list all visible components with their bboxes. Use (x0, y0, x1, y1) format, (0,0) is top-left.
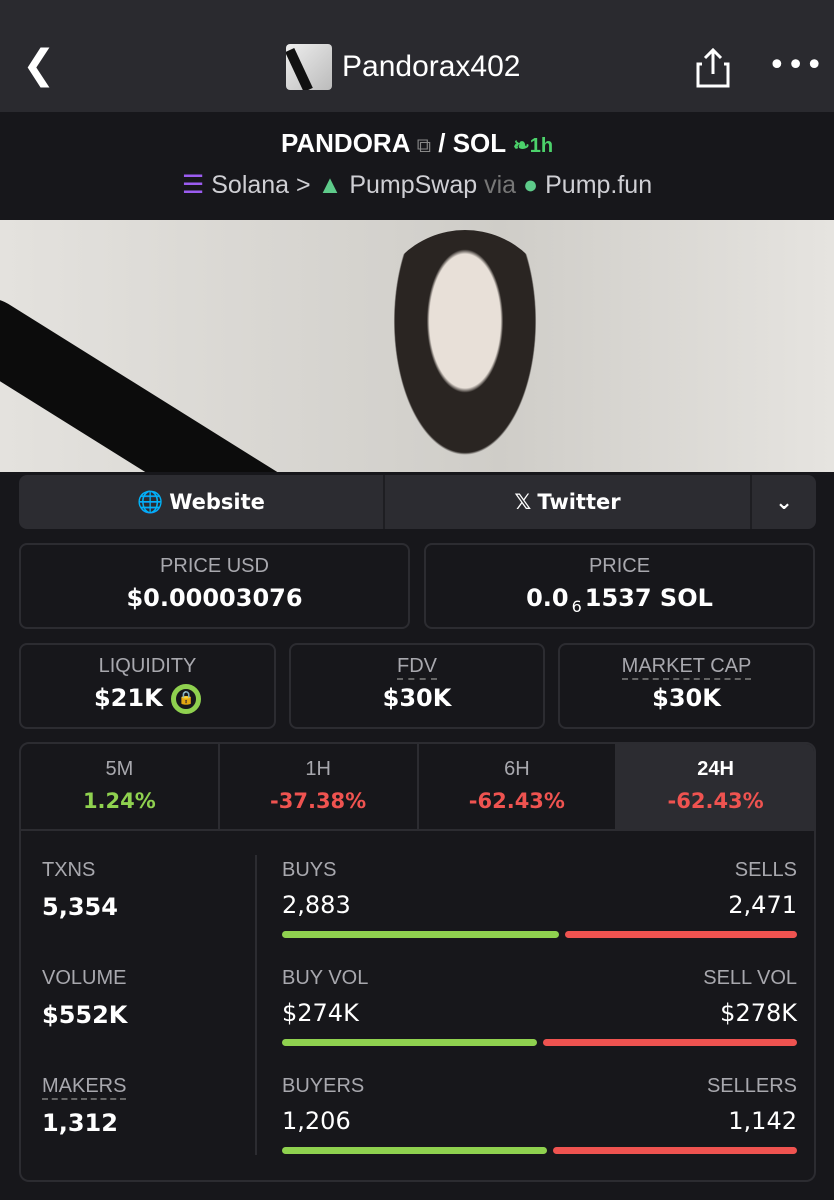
token-avatar (286, 44, 332, 90)
share-icon[interactable] (696, 48, 730, 88)
twitter-label: Twitter (537, 490, 621, 514)
price-sol-value: 0.0 6 1537 SOL (426, 584, 813, 616)
via-label: via (484, 171, 517, 199)
tab-change: -62.43% (468, 789, 565, 813)
liquidity-label: LIQUIDITY (98, 655, 197, 677)
dex[interactable]: PumpSwap (349, 171, 478, 199)
tab-label: 5M (105, 758, 134, 780)
token-title: Pandorax402 (286, 44, 520, 90)
tab-24h[interactable]: 24H -62.43% (617, 744, 814, 829)
chevron-down-icon[interactable]: ⌄ (775, 490, 793, 514)
buy-bar (282, 1039, 538, 1046)
buy-bar (282, 931, 560, 938)
sell-vol-label: SELL VOL (703, 967, 797, 989)
tab-change: -62.43% (667, 789, 764, 813)
buyers-value: 1,206 (282, 1107, 351, 1135)
buy-vol-label: BUY VOL (282, 967, 369, 989)
sell-bar (565, 931, 797, 938)
liquidity-card: LIQUIDITY $21K 🔒 (19, 643, 276, 729)
price-sol-label: PRICE (588, 555, 651, 577)
price-usd-value: $0.00003076 (126, 584, 303, 612)
fdv-value: $30K (382, 684, 452, 712)
tab-label: 24H (697, 758, 734, 780)
buys-sells-bar (282, 931, 797, 938)
fdv-label[interactable]: FDV (397, 655, 437, 680)
chevron-left-icon[interactable]: ❮ (22, 42, 56, 88)
price-sol-card: PRICE 0.0 6 1537 SOL (424, 543, 815, 629)
tab-5m[interactable]: 5M 1.24% (21, 744, 220, 829)
buys-label: BUYS (282, 859, 337, 881)
market-cap-value: $30K (652, 684, 721, 712)
sell-vol-value: $278K (720, 999, 797, 1027)
solana-icon: ☰ (181, 171, 205, 199)
price-usd-card: PRICE USD $0.00003076 (19, 543, 410, 629)
market-cap-card: MARKET CAP $30K (558, 643, 815, 729)
volume-bar (282, 1039, 797, 1046)
txns-value: 5,354 (42, 893, 118, 921)
market-cap-label[interactable]: MARKET CAP (621, 655, 752, 680)
tab-label: 1H (305, 758, 331, 780)
tab-6h[interactable]: 6H -62.43% (419, 744, 618, 829)
website-button[interactable]: 🌐 Website (19, 475, 385, 529)
sells-label: SELLS (734, 859, 797, 881)
tab-change: -37.38% (270, 789, 367, 813)
quote-token: / SOL (438, 128, 506, 158)
seedling-icon: ❧ (512, 135, 530, 157)
txns-label: TXNS (42, 859, 96, 881)
pill-icon: ● (523, 171, 539, 199)
sell-bar (543, 1039, 797, 1046)
buyers-sellers-bar (282, 1147, 797, 1154)
pair-title: PANDORA ⧉ / SOL ❧1h (0, 128, 834, 159)
network[interactable]: Solana (211, 171, 290, 199)
tab-change: 1.24% (82, 789, 156, 813)
buy-bar (282, 1147, 547, 1154)
more-icon[interactable]: ••• (768, 48, 825, 83)
divider (255, 855, 257, 1155)
makers-label[interactable]: MAKERS (42, 1075, 127, 1100)
price-usd-label: PRICE USD (160, 555, 269, 577)
sell-bar (552, 1147, 797, 1154)
launchpad[interactable]: Pump.fun (545, 171, 653, 199)
tab-1h[interactable]: 1H -37.38% (220, 744, 419, 829)
top-bar: ❮ Pandorax402 ••• (0, 0, 834, 112)
fdv-card: FDV $30K (289, 643, 545, 729)
pumpswap-icon: ▲ (317, 171, 343, 199)
chain-breadcrumb: ☰ Solana > ▲ PumpSwap via ● Pump.fun (0, 170, 834, 200)
pair-age: 1h (529, 135, 554, 157)
token-banner-image (0, 220, 834, 472)
volume-value: $552K (42, 1001, 128, 1029)
makers-value: 1,312 (42, 1109, 118, 1137)
token-name: Pandorax402 (342, 50, 521, 83)
x-icon: 𝕏 (514, 490, 532, 514)
copy-icon[interactable]: ⧉ (416, 135, 432, 157)
social-links: 🌐 Website 𝕏 Twitter ⌄ (19, 475, 816, 529)
breadcrumb-separator: > (296, 171, 311, 199)
sellers-value: 1,142 (728, 1107, 797, 1135)
base-token: PANDORA (280, 128, 410, 158)
tab-label: 6H (504, 758, 530, 780)
globe-icon: 🌐 (137, 489, 164, 514)
website-label: Website (169, 490, 265, 514)
sellers-label: SELLERS (706, 1075, 797, 1097)
twitter-button[interactable]: 𝕏 Twitter (385, 475, 752, 529)
timeframe-tabs: 5M 1.24% 1H -37.38% 6H -62.43% 24H -62.43% (19, 742, 816, 831)
price-sol-rest: 1537 SOL (584, 584, 713, 612)
price-sol-zeros: 6 (571, 596, 582, 616)
buy-vol-value: $274K (282, 999, 359, 1027)
lock-icon[interactable]: 🔒 (171, 684, 202, 714)
buys-value: 2,883 (282, 891, 351, 919)
volume-label: VOLUME (42, 967, 127, 989)
stats-panel: TXNS 5,354 VOLUME $552K MAKERS 1,312 BUY… (19, 829, 816, 1182)
price-sol-prefix: 0.0 (526, 584, 569, 612)
sells-value: 2,471 (728, 891, 797, 919)
liquidity-value: $21K (93, 684, 163, 712)
buyers-label: BUYERS (282, 1075, 365, 1097)
